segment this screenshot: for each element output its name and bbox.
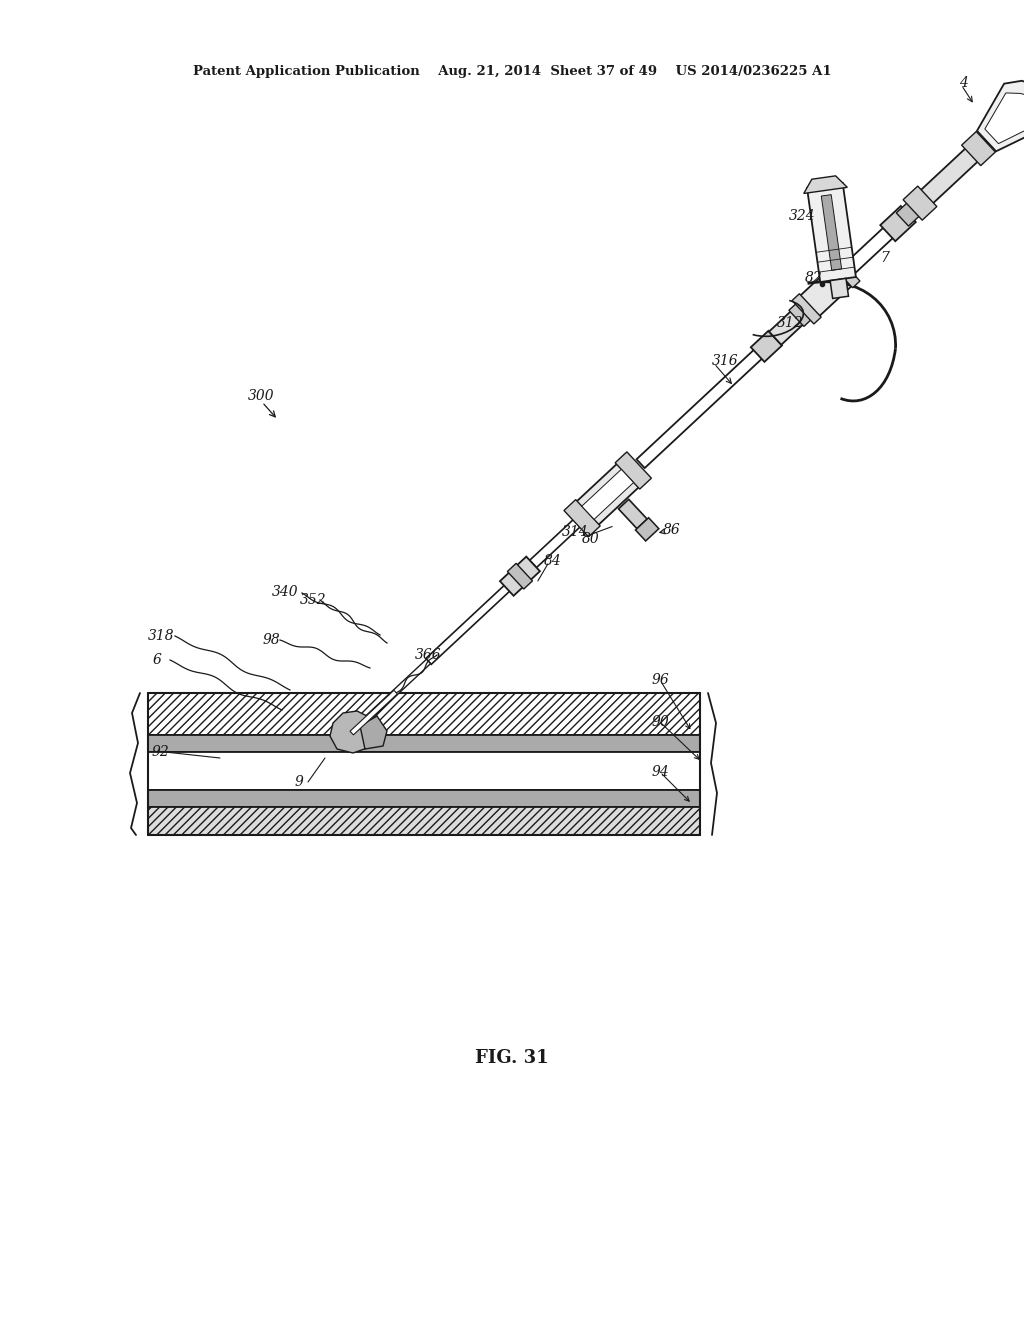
Polygon shape <box>500 557 540 595</box>
Polygon shape <box>769 308 808 345</box>
Polygon shape <box>797 263 855 319</box>
Text: 314: 314 <box>562 524 589 539</box>
Polygon shape <box>571 459 644 529</box>
Polygon shape <box>618 499 647 528</box>
Text: FIG. 31: FIG. 31 <box>475 1049 549 1067</box>
Polygon shape <box>582 470 634 519</box>
Polygon shape <box>881 206 915 242</box>
Polygon shape <box>507 564 532 589</box>
Polygon shape <box>350 690 397 735</box>
Polygon shape <box>346 659 430 739</box>
Text: 340: 340 <box>272 585 299 599</box>
Polygon shape <box>148 693 700 735</box>
Polygon shape <box>637 343 769 469</box>
Polygon shape <box>962 132 995 165</box>
Text: 7: 7 <box>881 251 890 265</box>
Polygon shape <box>792 294 821 323</box>
Polygon shape <box>330 711 377 752</box>
Text: 324: 324 <box>788 209 815 223</box>
Polygon shape <box>985 92 1024 144</box>
Text: 86: 86 <box>663 523 681 537</box>
Text: 98: 98 <box>263 634 281 647</box>
Polygon shape <box>844 220 901 275</box>
Text: 9: 9 <box>295 775 304 789</box>
Text: Patent Application Publication    Aug. 21, 2014  Sheet 37 of 49    US 2014/02362: Patent Application Publication Aug. 21, … <box>193 66 831 78</box>
Text: 94: 94 <box>652 766 670 779</box>
Polygon shape <box>360 715 387 748</box>
Polygon shape <box>807 183 856 282</box>
Text: 96: 96 <box>652 673 670 686</box>
Polygon shape <box>615 451 651 490</box>
Text: 90: 90 <box>652 715 670 729</box>
Text: 6: 6 <box>153 653 162 667</box>
Polygon shape <box>804 176 847 194</box>
Text: 92: 92 <box>152 744 170 759</box>
Text: 82: 82 <box>805 271 822 285</box>
Polygon shape <box>751 331 782 362</box>
Polygon shape <box>821 194 842 271</box>
Polygon shape <box>148 735 700 752</box>
Text: 4: 4 <box>959 77 969 90</box>
Polygon shape <box>830 279 849 298</box>
Polygon shape <box>896 202 921 226</box>
Polygon shape <box>148 789 700 807</box>
Polygon shape <box>912 144 983 211</box>
Text: 352: 352 <box>300 593 327 607</box>
Text: 318: 318 <box>148 630 175 643</box>
Polygon shape <box>636 517 658 541</box>
Text: 316: 316 <box>712 355 738 368</box>
Polygon shape <box>788 301 814 326</box>
Polygon shape <box>426 577 519 664</box>
Polygon shape <box>148 752 700 789</box>
Text: 366: 366 <box>415 648 441 663</box>
Text: 300: 300 <box>248 389 274 403</box>
Polygon shape <box>564 499 600 537</box>
Text: 312: 312 <box>776 317 803 330</box>
Text: 84: 84 <box>544 554 561 568</box>
Polygon shape <box>903 186 937 220</box>
Polygon shape <box>977 81 1024 152</box>
Polygon shape <box>529 515 586 568</box>
Polygon shape <box>148 807 700 836</box>
Polygon shape <box>830 257 860 288</box>
Text: 80: 80 <box>583 532 600 545</box>
